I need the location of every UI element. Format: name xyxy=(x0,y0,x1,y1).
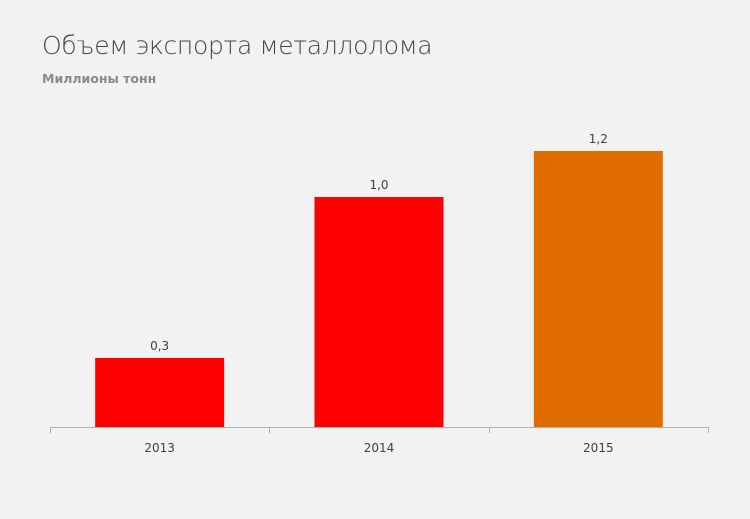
data-label: 1,0 xyxy=(369,178,388,192)
bar-2014 xyxy=(314,197,444,427)
chart-title: Объем экспорта металлолома xyxy=(42,31,433,60)
bar-2015 xyxy=(533,151,663,427)
bar-2013 xyxy=(95,358,225,427)
chart-subtitle: Миллионы тонн xyxy=(42,71,157,86)
x-tick-label: 2013 xyxy=(144,441,175,455)
x-tick-label: 2014 xyxy=(364,441,395,455)
data-label: 1,2 xyxy=(589,132,608,146)
x-tick-label: 2015 xyxy=(583,441,614,455)
data-label: 0,3 xyxy=(150,339,169,353)
